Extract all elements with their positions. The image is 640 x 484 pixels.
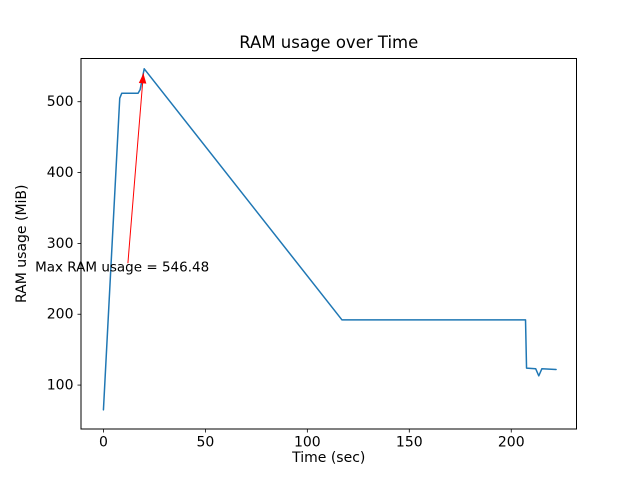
x-tick-label: 100 [294,435,321,451]
x-tick-label: 200 [498,435,525,451]
annotation-text: Max RAM usage = 546.48 [35,260,209,276]
x-tick-label: 150 [396,435,423,451]
y-tick-label: 500 [47,94,74,110]
plot-area [80,58,577,430]
x-tick-label: 50 [196,435,214,451]
y-tick-label: 100 [47,378,74,394]
max-ram-annotation: Max RAM usage = 546.48 [35,73,209,276]
y-tick-label: 300 [47,236,74,252]
x-axis-ticks: 0 50 100 150 200 [99,429,525,451]
x-tick-label: 0 [99,435,108,451]
y-axis-ticks: 100 200 300 400 500 [47,94,81,394]
y-tick-label: 200 [47,307,74,323]
annotation-arrow-head [138,73,147,84]
ram-usage-line [102,68,557,411]
x-axis-label: Time (sec) [291,450,365,466]
chart-title: RAM usage over Time [239,33,418,52]
annotation-arrow-line [127,73,144,264]
y-tick-label: 400 [47,165,74,181]
y-axis-label: RAM usage (MiB) [14,185,30,303]
